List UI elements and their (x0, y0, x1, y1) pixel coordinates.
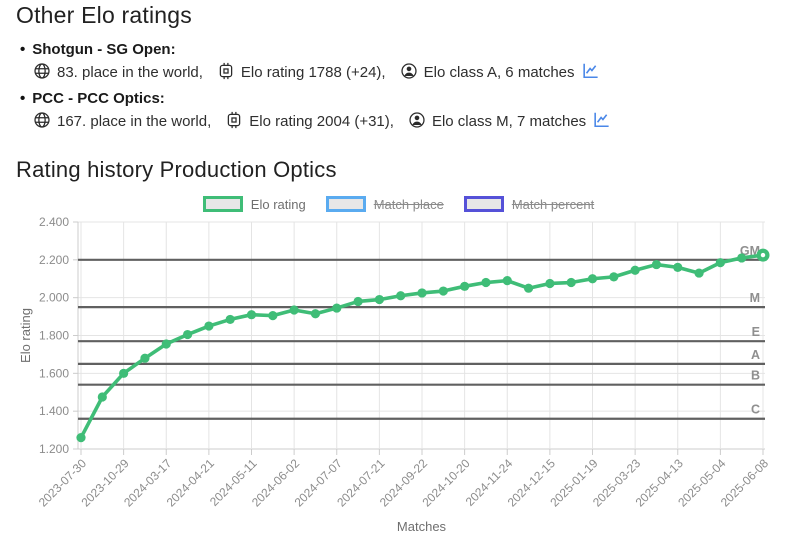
data-point[interactable] (97, 392, 107, 402)
data-point[interactable] (523, 283, 534, 293)
bullet-icon: • (20, 41, 26, 58)
legend-item-match-percent[interactable]: Match percent (463, 196, 595, 212)
data-point[interactable] (673, 262, 683, 272)
legend-swatch (463, 196, 504, 212)
data-point[interactable] (76, 433, 86, 443)
data-point[interactable] (545, 278, 555, 289)
legend-label: Match place (373, 196, 444, 212)
elo-text: Elo rating 2004 (+31), (249, 113, 394, 130)
data-point[interactable] (715, 258, 725, 268)
data-point[interactable] (140, 353, 150, 363)
class-label-C: C (751, 403, 760, 417)
data-point[interactable] (609, 272, 619, 282)
rating-item-shotgun: • Shotgun - SG Open: (20, 41, 176, 58)
y-tick-label: 2.400 (39, 215, 69, 229)
legend-label: Match percent (511, 196, 595, 212)
class-text: Elo class M, 7 matches (431, 113, 587, 130)
data-point[interactable] (737, 253, 747, 263)
discipline-title: Shotgun - SG Open: (32, 41, 176, 58)
person-circle-icon (408, 111, 426, 133)
rating-stats-pcc: 167. place in the world, Elo rating 2004… (33, 110, 617, 133)
elo-segment: Elo rating 1788 (+24), (217, 62, 386, 84)
data-point[interactable] (289, 305, 299, 315)
y-tick-label: 2.200 (39, 253, 69, 267)
class-segment: Elo class A, 6 matches (400, 62, 575, 84)
legend-swatch (325, 196, 366, 212)
y-tick-label: 1.200 (39, 442, 69, 456)
globe-icon (33, 62, 51, 84)
class-label-M: M (750, 291, 760, 305)
data-point[interactable] (225, 314, 235, 325)
cpu-icon (217, 62, 235, 84)
y-tick-label: 1.600 (39, 366, 69, 380)
data-point[interactable] (332, 303, 342, 313)
line-chart-link-icon[interactable] (581, 61, 600, 84)
line-chart-link-icon[interactable] (592, 110, 611, 133)
data-point[interactable] (630, 265, 640, 275)
place-segment: 167. place in the world, (33, 111, 211, 133)
discipline-title: PCC - PCC Optics: (32, 90, 165, 107)
data-point[interactable] (396, 291, 406, 301)
y-tick-label: 2.000 (39, 291, 69, 305)
data-point[interactable] (310, 309, 321, 319)
place-text: 167. place in the world, (57, 113, 212, 130)
section-title: Rating history Production Optics (16, 157, 337, 182)
data-point[interactable] (651, 259, 662, 270)
class-label-A: A (751, 348, 760, 362)
cpu-icon (225, 111, 243, 133)
data-point[interactable] (246, 310, 257, 320)
data-point[interactable] (374, 294, 384, 305)
legend-item-elo-rating[interactable]: Elo rating (202, 196, 306, 212)
data-point[interactable] (268, 311, 278, 321)
data-point[interactable] (566, 277, 576, 288)
person-circle-icon (400, 62, 418, 84)
data-point[interactable] (119, 368, 129, 378)
data-point[interactable] (460, 281, 470, 291)
class-segment: Elo class M, 7 matches (408, 111, 586, 133)
legend-label: Elo rating (250, 196, 306, 212)
place-text: 83. place in the world, (57, 64, 203, 81)
data-point[interactable] (204, 321, 214, 331)
class-text: Elo class A, 6 matches (423, 64, 575, 81)
elo-text: Elo rating 1788 (+24), (240, 64, 386, 81)
globe-icon (33, 111, 51, 133)
data-point[interactable] (353, 296, 363, 307)
class-label-E: E (752, 325, 760, 339)
y-axis-title: Elo rating (18, 308, 33, 363)
rating-stats-shotgun: 83. place in the world, Elo rating 1788 … (33, 61, 606, 84)
rating-item-pcc: • PCC - PCC Optics: (20, 90, 165, 107)
x-axis-title: Matches (397, 519, 447, 534)
class-label-GM: GM (740, 244, 760, 258)
data-point[interactable] (182, 329, 193, 340)
legend-swatch (202, 196, 243, 212)
elo-segment: Elo rating 2004 (+31), (225, 111, 394, 133)
page-title: Other Elo ratings (16, 2, 192, 28)
data-point[interactable] (438, 286, 448, 296)
data-point[interactable] (161, 339, 171, 349)
data-point[interactable] (587, 274, 598, 284)
data-point[interactable] (694, 268, 704, 278)
y-tick-label: 1.400 (39, 404, 69, 418)
class-label-B: B (751, 369, 760, 383)
data-point-highlight (760, 252, 766, 258)
bullet-icon: • (20, 90, 26, 107)
place-segment: 83. place in the world, (33, 62, 203, 84)
legend-item-match-place[interactable]: Match place (325, 196, 444, 212)
data-point[interactable] (502, 276, 512, 286)
y-tick-label: 1.800 (39, 329, 69, 343)
data-point[interactable] (481, 277, 491, 288)
data-point[interactable] (417, 288, 427, 298)
chart-legend: Elo rating Match place Match percent (0, 196, 797, 212)
